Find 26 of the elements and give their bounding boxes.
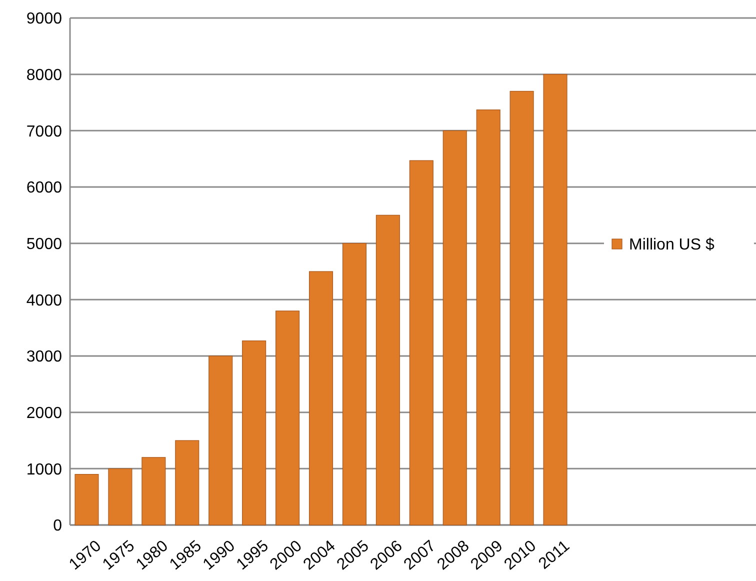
y-tick-label: 7000 [26, 123, 62, 140]
bar [276, 310, 300, 526]
y-tick-label: 1000 [26, 461, 62, 478]
y-tick-label: 8000 [26, 66, 62, 84]
bar [543, 74, 568, 526]
y-tick-label: 0 [53, 518, 62, 535]
bar [442, 130, 467, 526]
bar [342, 243, 366, 526]
y-tick-label: 2000 [26, 404, 62, 422]
bar [208, 356, 233, 526]
y-tick-label: 3000 [26, 348, 62, 366]
bar [108, 468, 132, 526]
bar [175, 440, 200, 526]
y-tick-label: 5000 [26, 236, 62, 253]
bar [142, 457, 166, 526]
bar [308, 271, 334, 526]
bar [476, 110, 500, 526]
y-tick-label: 9000 [26, 10, 62, 28]
legend-label: Million US $ [629, 236, 714, 254]
bar [376, 214, 400, 526]
bar [74, 474, 99, 526]
bar [510, 90, 534, 526]
y-tick-label: 6000 [26, 180, 62, 197]
bar [409, 160, 434, 526]
bar [242, 340, 266, 526]
y-tick-label: 4000 [26, 292, 62, 310]
